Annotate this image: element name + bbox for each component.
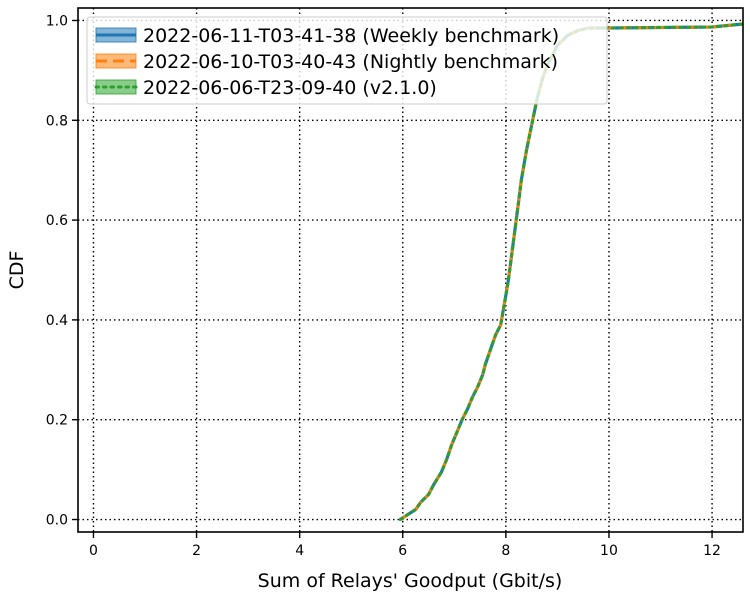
y-tick-label: 0.8 bbox=[46, 113, 68, 129]
x-tick-label: 8 bbox=[501, 543, 510, 559]
y-tick-label: 0.0 bbox=[46, 513, 68, 529]
legend-label-2: 2022-06-10-T03-40-43 (Nightly benchmark) bbox=[143, 51, 558, 73]
y-axis-label: CDF bbox=[6, 251, 28, 290]
legend: 2022-06-11-T03-41-38 (Weekly benchmark) 2… bbox=[86, 16, 608, 105]
plot-frame bbox=[77, 7, 744, 533]
y-axis-ticks: 0.0 0.2 0.4 0.6 0.8 1.0 bbox=[46, 13, 78, 529]
y-tick-label: 1.0 bbox=[46, 13, 68, 29]
grid-lines bbox=[78, 8, 743, 532]
legend-box bbox=[86, 16, 608, 105]
y-tick-label: 0.6 bbox=[46, 213, 68, 229]
x-tick-label: 12 bbox=[703, 543, 721, 559]
y-tick-label: 0.4 bbox=[46, 313, 68, 329]
x-tick-label: 10 bbox=[600, 543, 618, 559]
x-tick-label: 2 bbox=[192, 543, 201, 559]
x-tick-label: 0 bbox=[89, 543, 98, 559]
x-axis-label: Sum of Relays' Goodput (Gbit/s) bbox=[258, 570, 563, 592]
legend-label-3: 2022-06-06-T23-09-40 (v2.1.0) bbox=[143, 77, 437, 99]
y-tick-label: 0.2 bbox=[46, 413, 68, 429]
x-axis-ticks: 0 2 4 6 8 10 12 bbox=[89, 532, 721, 559]
x-tick-label: 4 bbox=[295, 543, 304, 559]
legend-label-1: 2022-06-11-T03-41-38 (Weekly benchmark) bbox=[143, 25, 559, 47]
x-tick-label: 6 bbox=[398, 543, 407, 559]
